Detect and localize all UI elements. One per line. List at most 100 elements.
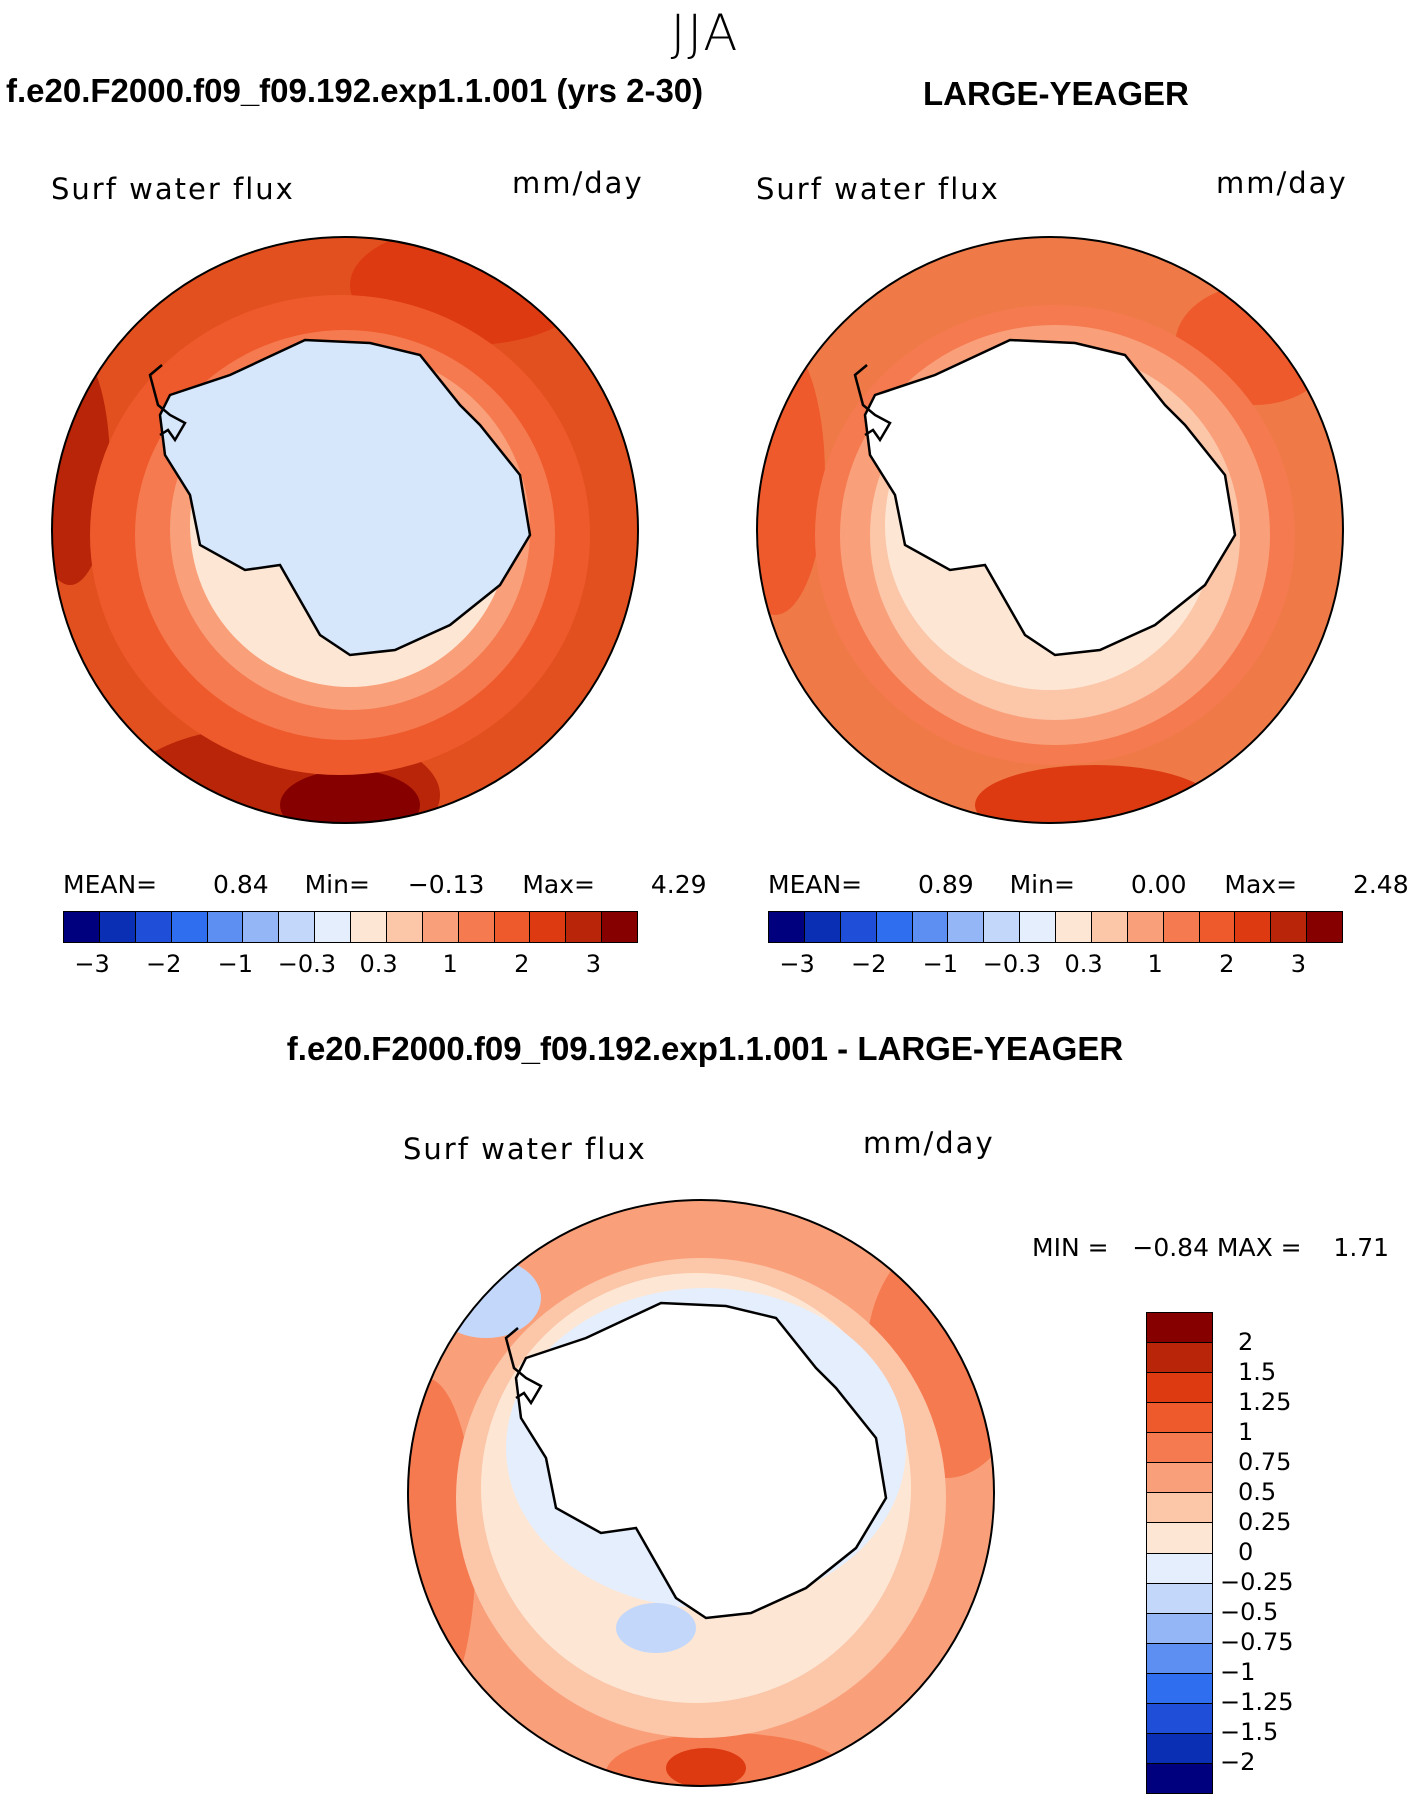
colorbar-cell [983,912,1020,942]
colorbar-cell [947,912,984,942]
colorbar-tick-label: 3 [1290,950,1307,978]
legend-cell [1147,1342,1212,1373]
legend-label: 0.75 [1238,1448,1292,1476]
colorbar-cell [1126,912,1163,942]
diff-colorbar [1146,1312,1213,1794]
colorbar-cell [1198,912,1235,942]
legend-cell [1147,1642,1212,1673]
panel-2-stats: MEAN= 0.89 Min= 0.00 Max= 2.48 [768,870,1409,899]
legend-cell [1147,1522,1212,1553]
colorbar-tick-label: 1 [1147,950,1163,978]
legend-cell [1147,1462,1212,1493]
colorbar-cell [1234,912,1271,942]
colorbar-cell [839,912,876,942]
colorbar-tick-label: 2 [1219,950,1235,978]
antarctica [158,338,532,657]
colorbar-cell [134,912,171,942]
max-label: Max= [522,870,595,899]
colorbar-cell [170,912,207,942]
colorbar-cell [457,912,494,942]
diff-minmax: MIN = −0.84 MAX = 1.71 [1032,1233,1390,1262]
min-value: 0.00 [1130,870,1187,899]
legend-cell [1147,1582,1212,1613]
antarctic-peninsula [853,364,892,443]
colorbar-tick-label: −0.3 [277,950,337,978]
legend-label: 0.25 [1238,1508,1292,1536]
map-border [407,1199,995,1787]
mean-label: MEAN= [63,870,158,899]
legend-label: 0.5 [1238,1478,1277,1506]
colorbar-cell [601,912,637,942]
colorbar-cell [64,912,99,942]
legend-cell [1147,1402,1212,1433]
colorbar-tick-label: 1 [442,950,458,978]
colorbar-cell [769,912,804,942]
panel-2-colorbar [768,911,1343,943]
colorbar-tick-label: −1 [217,950,254,978]
colorbar-cell [493,912,530,942]
mean-value: 0.89 [918,870,974,899]
legend-label: −1 [1220,1658,1256,1686]
colorbar-cell [98,912,135,942]
colorbar-cell [242,912,279,942]
colorbar-cell [565,912,602,942]
legend-cell [1147,1672,1212,1703]
colorbar-cell [911,912,948,942]
colorbar-cell [1162,912,1199,942]
diff-units: mm/day [863,1126,995,1160]
max-value: 2.48 [1352,870,1409,899]
legend-label: −0.5 [1220,1598,1279,1626]
panel-1-stats: MEAN= 0.84 Min= −0.13 Max= 4.29 [63,870,707,899]
panel-2-units: mm/day [1216,166,1348,200]
antarctic-peninsula [504,1327,543,1406]
colorbar-tick-label: 0.3 [359,950,398,978]
colorbar-cell [385,912,422,942]
colorbar-tick-label: −2 [145,950,182,978]
panel-1-colorbar-ticks: −3 −2 −1 −0.3 0.3 1 2 3 [63,950,636,980]
legend-label: 0 [1238,1538,1254,1566]
panel-1-map [51,236,639,824]
colorbar-cell [278,912,315,942]
legend-cell [1147,1313,1212,1343]
legend-label: −1.5 [1220,1718,1279,1746]
colorbar-tick-label: 3 [585,950,602,978]
diff-colorbar-labels: 2 1.5 1.25 1 0.75 0.5 0.25 0 −0.25 −0.5 −0.75 −1 −1.… [1220,1312,1340,1792]
colorbar-cell [1019,912,1055,942]
panel-2-header: LARGE-YEAGER [923,75,1189,112]
antarctica [863,338,1237,657]
legend-label: 2 [1238,1328,1254,1356]
panel-1-variable: Surf water flux [51,172,295,206]
panel-2-variable: Surf water flux [756,172,1000,206]
colorbar-tick-label: −3 [779,950,815,978]
legend-cell [1147,1612,1212,1643]
panel-1-units: mm/day [512,166,644,200]
legend-cell [1147,1492,1212,1523]
legend-label: −0.75 [1220,1628,1294,1656]
colorbar-tick-label: −3 [74,950,110,978]
antarctic-peninsula [148,364,187,443]
legend-cell [1147,1762,1212,1793]
legend-label: 1 [1238,1418,1254,1446]
panel-1-colorbar [63,911,638,943]
colorbar-cell [1055,912,1091,942]
colorbar-cell [1306,912,1342,942]
colorbar-cell [803,912,840,942]
legend-label: −2 [1220,1748,1256,1776]
legend-cell [1147,1552,1212,1583]
legend-cell [1147,1732,1212,1763]
colorbar-cell [529,912,566,942]
mean-value: 0.84 [213,870,269,899]
max-value: 4.29 [650,870,707,899]
min-label: Min= [304,870,370,899]
season-title: JJA [670,4,740,62]
colorbar-cell [1090,912,1127,942]
map-border [756,236,1344,824]
colorbar-cell [421,912,458,942]
colorbar-tick-label: −2 [850,950,887,978]
diff-map [407,1199,995,1787]
mean-label: MEAN= [768,870,863,899]
difference-title: f.e20.F2000.f09_f09.192.exp1.1.001 - LAR… [286,1030,1124,1067]
min-label: Min= [1009,870,1075,899]
colorbar-cell [350,912,386,942]
map-border [51,236,639,824]
